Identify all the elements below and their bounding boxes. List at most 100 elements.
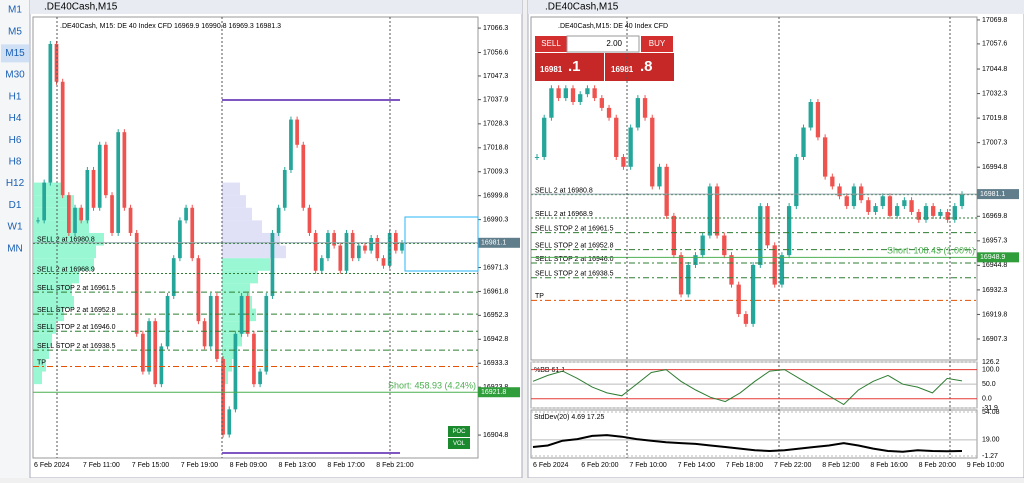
- y-tick-label: 17009.3: [483, 169, 508, 176]
- candle: [794, 156, 799, 207]
- volume-profile: [222, 245, 286, 259]
- x-tick-label: 7 Feb 22:00: [774, 462, 811, 469]
- order-label: SELL 2 at 16968.9: [535, 211, 593, 218]
- timeframe[interactable]: W1: [8, 222, 23, 233]
- timeframe[interactable]: H1: [9, 91, 22, 102]
- y-tick-label: 16932.3: [982, 287, 1007, 294]
- candle: [959, 194, 965, 207]
- timeframe[interactable]: D1: [9, 200, 22, 211]
- left-info: .DE40Cash, M15: DE 40 Index CFD 16969.9 …: [60, 23, 281, 30]
- candle: [66, 195, 71, 233]
- candle: [116, 132, 121, 233]
- timeframe[interactable]: H4: [9, 113, 22, 124]
- x-tick-label: 7 Feb 10:00: [629, 462, 666, 469]
- buy-button[interactable]: [641, 36, 673, 52]
- x-tick-label: 8 Feb 17:00: [327, 462, 364, 469]
- timeframe[interactable]: H6: [9, 135, 22, 146]
- candle: [171, 258, 176, 296]
- candle: [693, 255, 698, 265]
- volume-profile: [222, 358, 232, 372]
- sidebar: [0, 0, 30, 478]
- timeframe[interactable]: H8: [9, 157, 22, 168]
- candle: [153, 321, 158, 385]
- candle: [779, 255, 785, 285]
- tf-active: [1, 44, 29, 63]
- volume-profile: [222, 207, 252, 221]
- candle: [801, 127, 806, 157]
- candle: [326, 232, 330, 259]
- right-titlebar: [528, 0, 1024, 14]
- y-tick-label: 17019.8: [982, 115, 1007, 122]
- timeframe[interactable]: M1: [8, 5, 22, 16]
- candle: [252, 333, 256, 385]
- candle: [202, 321, 207, 347]
- y-tick-label: 17018.8: [483, 145, 508, 152]
- candle: [393, 232, 398, 251]
- volume-profile: [34, 358, 46, 372]
- order-label: SELL 2 at 16968.9: [37, 266, 95, 273]
- y-tick-label: 17056.6: [483, 49, 508, 56]
- bid-tag: [977, 189, 1019, 200]
- volume-profile: [222, 182, 240, 196]
- candle: [60, 81, 65, 196]
- order-label: SELL STOP 2 at 16946.0: [37, 324, 116, 331]
- candle: [375, 238, 380, 259]
- x-tick-label: 7 Feb 18:00: [726, 462, 763, 469]
- lot-input[interactable]: [566, 35, 640, 53]
- candle: [36, 220, 40, 222]
- y-tick-label: 0.0: [982, 396, 992, 403]
- candle: [866, 200, 871, 212]
- sell-price-box[interactable]: [535, 53, 604, 81]
- candle: [104, 144, 108, 196]
- bb-pane: [530, 361, 978, 409]
- candle: [945, 211, 950, 220]
- timeframe[interactable]: M15: [5, 48, 25, 59]
- y-tick-label: 16969.8: [982, 213, 1007, 220]
- candle: [159, 346, 164, 385]
- y-tick-label: 17069.8: [982, 17, 1007, 24]
- bid-tag: [478, 237, 520, 248]
- bid-tag-text: 16981.1: [481, 240, 506, 247]
- buy-price-box[interactable]: [605, 53, 674, 81]
- candle: [91, 169, 96, 208]
- candle: [363, 245, 367, 251]
- y-tick-label: 16904.8: [483, 432, 508, 439]
- candle: [952, 206, 957, 220]
- volume-profile: [222, 195, 246, 208]
- candle: [931, 206, 936, 216]
- candle: [556, 88, 561, 99]
- candle: [729, 255, 734, 285]
- candle: [147, 321, 151, 372]
- candle: [606, 107, 612, 118]
- candle: [880, 196, 885, 207]
- y-tick-label: 17028.3: [483, 121, 508, 128]
- candle: [714, 186, 720, 236]
- x-tick-label: 6 Feb 20:00: [581, 462, 618, 469]
- candle: [830, 176, 835, 187]
- y-tick-label: 50.0: [982, 381, 996, 388]
- timeframe[interactable]: MN: [7, 243, 23, 254]
- sell-button[interactable]: [535, 36, 567, 52]
- toggle-button[interactable]: [448, 438, 470, 449]
- timeframe[interactable]: M30: [5, 70, 25, 81]
- toggle-button[interactable]: [448, 426, 470, 437]
- candle: [635, 98, 641, 128]
- volume-profile: [222, 346, 236, 359]
- candle: [184, 207, 188, 221]
- y-tick-label: 16971.3: [483, 264, 508, 271]
- candle: [895, 206, 900, 216]
- candle: [233, 333, 238, 410]
- candle: [282, 169, 287, 208]
- candle: [585, 88, 590, 95]
- candle: [765, 206, 770, 246]
- candle: [642, 98, 648, 118]
- timeframe[interactable]: M5: [8, 26, 22, 37]
- x-tick-label: 7 Feb 11:00: [83, 462, 120, 469]
- candle: [743, 314, 749, 324]
- candle: [722, 235, 727, 256]
- timeframe[interactable]: H12: [6, 178, 25, 189]
- candle: [381, 258, 386, 266]
- x-tick-label: 8 Feb 20:00: [919, 462, 956, 469]
- x-tick-label: 6 Feb 2024: [533, 462, 569, 469]
